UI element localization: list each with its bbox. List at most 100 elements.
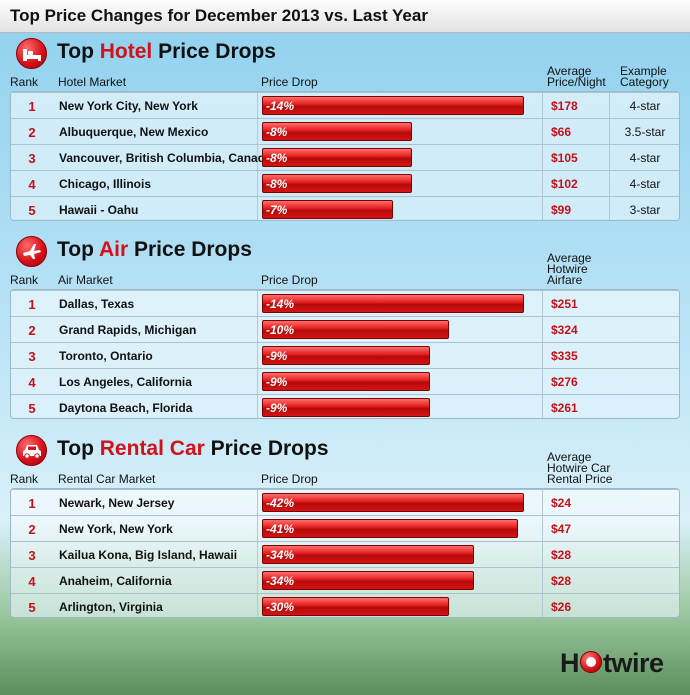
section-title-accent: Hotel xyxy=(99,40,153,63)
rank-cell: 3 xyxy=(28,349,36,364)
section-title-post: Price Drops xyxy=(128,238,252,261)
column-divider xyxy=(542,489,543,617)
table-row: 3 Vancouver, British Columbia, Canada -8% $… xyxy=(11,144,679,169)
price-cell: $99 xyxy=(551,203,572,217)
section-header: Top Air Price Drops xyxy=(10,236,680,267)
price-cell: $102 xyxy=(551,177,578,191)
price-drop-label: -8% xyxy=(266,151,288,165)
price-drop-bar: -30% xyxy=(262,597,449,616)
price-cell: $105 xyxy=(551,151,578,165)
column-header-rank: Rank xyxy=(10,273,39,287)
rank-cell: 2 xyxy=(28,323,36,338)
market-cell: New York City, New York xyxy=(59,99,198,113)
column-divider xyxy=(257,92,258,220)
section-header: Top Hotel Price Drops xyxy=(10,38,680,69)
column-divider xyxy=(257,290,258,418)
price-drop-bar: -14% xyxy=(262,294,524,313)
price-drop-label: -8% xyxy=(266,125,288,139)
price-table: 1 New York City, New York -14% $178 4-star 2 A… xyxy=(10,91,680,221)
column-divider xyxy=(542,290,543,418)
price-drop-label: -14% xyxy=(266,99,295,113)
table-row: 2 New York, New York -41% $47 xyxy=(11,515,679,540)
price-drop-label: -42% xyxy=(266,496,295,510)
table-row: 4 Los Angeles, California -9% $276 xyxy=(11,368,679,393)
section-title-pre: Top xyxy=(57,40,100,63)
price-drop-bar: -9% xyxy=(262,398,430,417)
category-cell: 4-star xyxy=(629,151,661,165)
market-cell: Newark, New Jersey xyxy=(59,496,175,510)
price-cell: $66 xyxy=(551,125,572,139)
column-header-market: Air Market xyxy=(58,273,113,287)
price-cell: $276 xyxy=(551,375,578,389)
table-row: 1 Dallas, Texas -14% $251 xyxy=(11,290,679,315)
price-drop-label: -8% xyxy=(266,177,288,191)
price-cell: $28 xyxy=(551,574,572,588)
category-cell: 4-star xyxy=(629,177,661,191)
rank-cell: 3 xyxy=(28,151,36,166)
table-row: 1 Newark, New Jersey -42% $24 xyxy=(11,489,679,514)
price-drop-label: -34% xyxy=(266,548,295,562)
price-drop-bar: -42% xyxy=(262,493,524,512)
market-cell: Albuquerque, New Mexico xyxy=(59,125,209,139)
column-header-rank: Rank xyxy=(10,75,39,89)
column-header-price: Airfare xyxy=(547,273,583,287)
column-header-price: Average xyxy=(547,64,592,78)
rank-cell: 1 xyxy=(28,297,36,312)
price-drop-bar: -34% xyxy=(262,545,474,564)
price-cell: $47 xyxy=(551,522,572,536)
price-drop-bar: -8% xyxy=(262,148,412,167)
rank-cell: 5 xyxy=(28,600,36,615)
price-cell: $24 xyxy=(551,496,572,510)
column-header-category: Category xyxy=(620,75,669,89)
table-row: 2 Grand Rapids, Michigan -10% $324 xyxy=(11,316,679,341)
market-cell: Los Angeles, California xyxy=(59,375,192,389)
category-cell: 4-star xyxy=(629,99,661,113)
price-drop-section: Top Hotel Price Drops Rank Hotel Market Pri… xyxy=(10,38,680,228)
market-cell: New York, New York xyxy=(59,522,173,536)
bed-icon xyxy=(16,38,47,69)
rank-cell: 4 xyxy=(28,375,36,390)
price-drop-label: -9% xyxy=(266,349,288,363)
column-header-market: Hotel Market xyxy=(58,75,127,89)
rank-cell: 5 xyxy=(28,401,36,416)
rank-cell: 2 xyxy=(28,125,36,140)
price-cell: $26 xyxy=(551,600,572,614)
category-cell: 3.5-star xyxy=(624,125,666,139)
table-row: 4 Anaheim, California -34% $28 xyxy=(11,567,679,592)
section-title: Top Rental Car Price Drops xyxy=(57,437,329,461)
table-row: 3 Toronto, Ontario -9% $335 xyxy=(11,342,679,367)
section-title: Top Air Price Drops xyxy=(57,238,252,262)
table-row: 1 New York City, New York -14% $178 4-star xyxy=(11,92,679,117)
price-table: 1 Dallas, Texas -14% $251 2 Grand Rapids, Mic… xyxy=(10,289,680,419)
price-drop-bar: -41% xyxy=(262,519,518,538)
market-cell: Daytona Beach, Florida xyxy=(59,401,193,415)
column-header-price: Hotwire Car xyxy=(547,461,611,475)
price-drop-label: -10% xyxy=(266,323,295,337)
market-cell: Kailua Kona, Big Island, Hawaii xyxy=(59,548,238,562)
airplane-icon xyxy=(16,236,47,267)
rank-cell: 5 xyxy=(28,203,36,218)
logo-h: H xyxy=(560,648,580,678)
market-cell: Vancouver, British Columbia, Canada xyxy=(59,151,272,165)
section-title-pre: Top xyxy=(57,437,100,460)
page-title: Top Price Changes for December 2013 vs. … xyxy=(10,6,428,25)
table-row: 3 Kailua Kona, Big Island, Hawaii -34% $28 xyxy=(11,541,679,566)
title-bar: Top Price Changes for December 2013 vs. … xyxy=(0,0,690,33)
table-row: 5 Daytona Beach, Florida -9% $261 xyxy=(11,394,679,418)
market-cell: Chicago, Illinois xyxy=(59,177,152,191)
section-title-post: Price Drops xyxy=(204,437,329,460)
market-cell: Anaheim, California xyxy=(59,574,172,588)
rank-cell: 4 xyxy=(28,177,36,192)
price-drop-section: Top Air Price Drops Rank Air Market Price D… xyxy=(10,236,680,426)
price-drop-bar: -8% xyxy=(262,122,412,141)
price-table: 1 Newark, New Jersey -42% $24 2 New York, New… xyxy=(10,488,680,618)
price-drop-label: -41% xyxy=(266,522,295,536)
price-cell: $324 xyxy=(551,323,578,337)
price-drop-bar: -34% xyxy=(262,571,474,590)
market-cell: Hawaii - Oahu xyxy=(59,203,139,217)
price-drop-bar: -9% xyxy=(262,372,430,391)
market-cell: Toronto, Ontario xyxy=(59,349,153,363)
market-cell: Grand Rapids, Michigan xyxy=(59,323,197,337)
price-cell: $335 xyxy=(551,349,578,363)
